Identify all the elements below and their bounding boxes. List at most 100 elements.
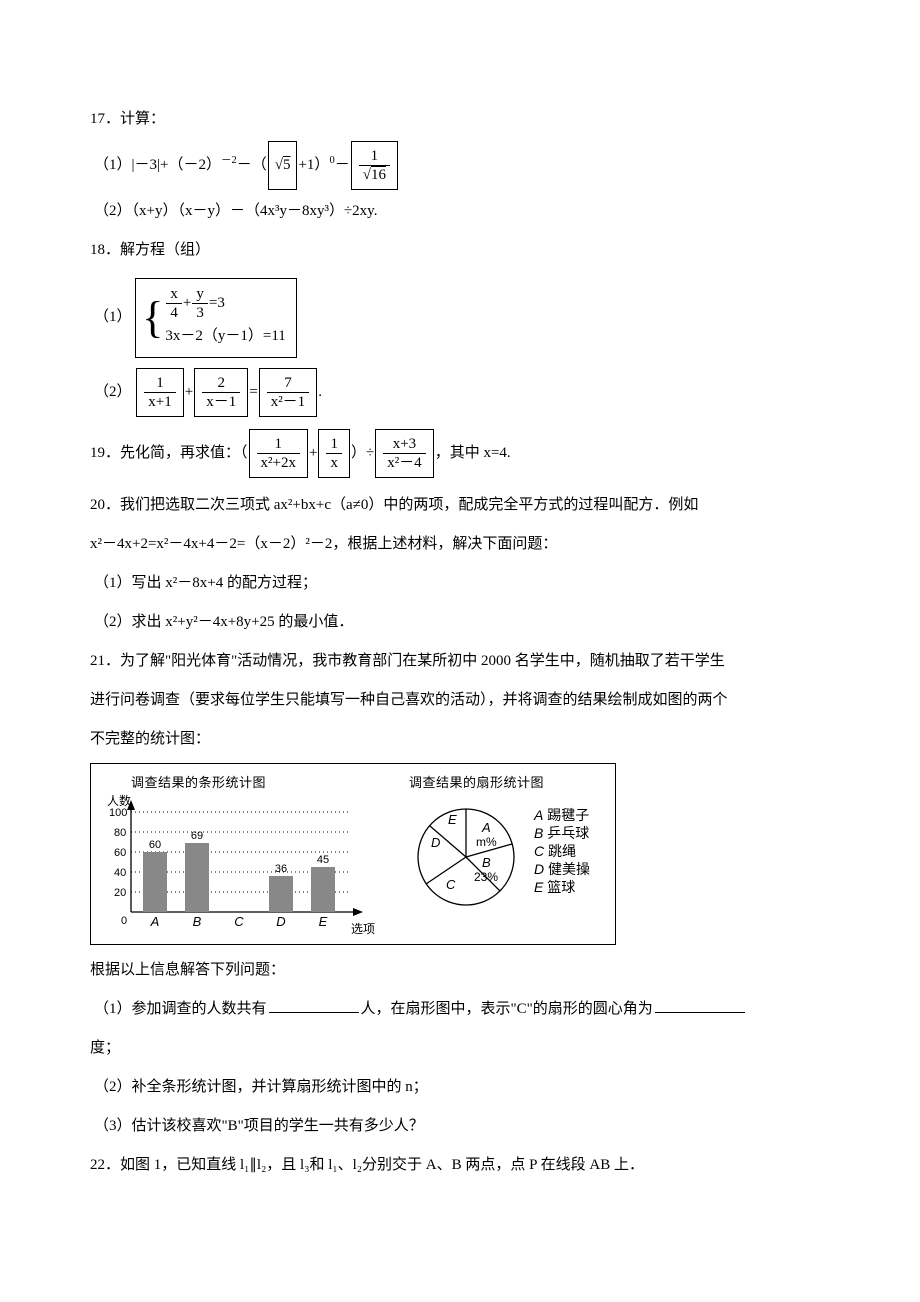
q19-f3: x+3x²－4 <box>375 429 434 478</box>
q18-system-rows: x4+y3=3 3x－2（y－1）=11 <box>165 285 285 351</box>
q21-after5: （3）估计该校喜欢"B"项目的学生一共有多少人？ <box>90 1107 830 1146</box>
bar-chart-title: 调查结果的条形统计图 <box>131 766 266 800</box>
q21-after4: （2）补全条形统计图，并计算扇形统计图中的 n； <box>90 1068 830 1107</box>
svg-text:B 乒乓球: B 乒乓球 <box>534 825 589 841</box>
q18-period: . <box>318 383 322 399</box>
svg-text:E 篮球: E 篮球 <box>534 879 575 895</box>
q17-sqrt5-box: √5 <box>268 141 298 190</box>
r1-f2-den: 3 <box>192 304 208 322</box>
q21-line1: 21．为了解"阳光体育"活动情况，我市教育部门在某所初中 2000 名学生中，随… <box>90 642 830 681</box>
q18-f3: 7x²－1 <box>259 368 318 417</box>
r1-eq: =3 <box>209 295 225 311</box>
f3d: x²－1 <box>267 393 310 411</box>
q18-p2-label: （2） <box>94 383 132 399</box>
svg-text:E: E <box>319 914 328 929</box>
q18-sys-row1: x4+y3=3 <box>165 285 285 322</box>
q17-frac-den-sqrt: 16 <box>371 167 386 183</box>
q17-frac: 1√16 <box>359 147 390 184</box>
svg-text:B: B <box>482 855 491 870</box>
svg-text:A: A <box>481 820 491 835</box>
q21-after3: 度； <box>90 1029 830 1068</box>
q17-title: 17．计算： <box>90 100 830 139</box>
q17-part1: （1）|－3|+（－2）－2－（√5+1）0－1√16 <box>90 139 830 192</box>
math-exam-page: 17．计算： （1）|－3|+（－2）－2－（√5+1）0－1√16 （2）（x… <box>0 0 920 1245</box>
q21-after2a: （1）参加调查的人数共有 <box>94 1001 267 1017</box>
blank-field-2[interactable] <box>655 998 745 1013</box>
svg-text:20: 20 <box>114 887 126 899</box>
watermark-dot: :: <box>400 688 406 714</box>
q17-frac-num: 1 <box>359 147 390 166</box>
r1-f1-den: 4 <box>166 304 182 322</box>
f1n: 1 <box>144 374 175 393</box>
f2n: 2 <box>202 374 240 393</box>
q17-p1-prefix: （1）|－3|+（－2） <box>94 157 221 173</box>
q19-f2: 1x <box>318 429 350 478</box>
bar-chart-area: 100 80 60 40 20 0 60 69 36 45 A B C <box>121 802 371 932</box>
q19-line: 19．先化简，再求值：（1x²+2x+1x）÷x+3x²－4，其中 x=4. <box>90 427 830 480</box>
q17-p1-plus1: +1） <box>298 157 329 173</box>
svg-text:D: D <box>276 914 285 929</box>
q19-f3d: x²－4 <box>383 454 426 472</box>
bar-val-d: 36 <box>275 863 287 875</box>
q19-f3n: x+3 <box>383 435 426 454</box>
x-axis-label: 选项 <box>351 914 375 945</box>
r1-f1-num: x <box>166 285 182 304</box>
svg-text:23%: 23% <box>474 870 498 884</box>
f2d: x－1 <box>202 393 240 411</box>
q17-p1-mid: －（ <box>237 157 267 173</box>
svg-text:C: C <box>234 914 244 929</box>
q19-prefix: 19．先化简，再求值：（ <box>90 444 248 460</box>
bar-val-e: 45 <box>317 854 329 866</box>
q19-f1: 1x²+2x <box>249 429 308 478</box>
q20-p2: （2）求出 x²+y²－4x+8y+25 的最小值． <box>90 603 830 642</box>
brace-icon: { <box>142 285 163 351</box>
svg-text:80: 80 <box>114 827 126 839</box>
q19-suffix: ，其中 x=4. <box>435 444 511 460</box>
svg-text:D: D <box>431 835 440 850</box>
q20-line2: x²－4x+2=x²－4x+4－2=（x－2）²－2，根据上述材料，解决下面问题… <box>90 525 830 564</box>
bar-chart-svg: 100 80 60 40 20 0 60 69 36 45 A B C <box>121 802 371 937</box>
svg-text:m%: m% <box>476 835 497 849</box>
q21-after1: 根据以上信息解答下列问题： <box>90 951 830 990</box>
q19-plus: + <box>309 444 317 460</box>
q19-mid: ）÷ <box>351 444 374 460</box>
svg-text:100: 100 <box>109 807 127 819</box>
q17-part2: （2）（x+y）（x－y）－（4x³y－8xy³）÷2xy. <box>90 192 830 231</box>
q18-p1-label: （1） <box>94 309 132 325</box>
q19-f1n: 1 <box>257 435 300 454</box>
bar-val-b: 69 <box>191 830 203 842</box>
q18-eq: = <box>249 383 257 399</box>
q18-f1: 1x+1 <box>136 368 183 417</box>
q19-f2d: x <box>326 454 342 472</box>
svg-text:A 踢毽子: A 踢毽子 <box>533 807 589 823</box>
pie-chart-svg: E A m% D B 23% C A 踢毽子 B 乒乓球 C 跳绳 D 健美操 … <box>416 792 616 932</box>
q21-line2: 进行问卷调查（要求每位学生只能填写一种自己喜欢的活动），并将调查的结果绘制成如图… <box>90 681 830 720</box>
blank-field-1[interactable] <box>269 998 359 1013</box>
pie-chart-area: E A m% D B 23% C A 踢毽子 B 乒乓球 C 跳绳 D 健美操 … <box>416 792 606 932</box>
stats-figure: 调查结果的条形统计图 调查结果的扇形统计图 人数 100 80 60 <box>90 763 616 945</box>
q20-line1: 20．我们把选取二次三项式 ax²+bx+c（a≠0）中的两项，配成完全平方式的… <box>90 486 830 525</box>
q17-frac-box: 1√16 <box>351 141 398 190</box>
q18-part2: （2） 1x+1+2x－1=7x²－1. <box>90 366 830 419</box>
svg-text:0: 0 <box>121 915 127 927</box>
q21-line3: 不完整的统计图： <box>90 720 830 759</box>
svg-text:C 跳绳: C 跳绳 <box>534 843 576 859</box>
f3n: 7 <box>267 374 310 393</box>
q18-part1: （1） { x4+y3=3 3x－2（y－1）=11 <box>90 278 830 358</box>
svg-text:C: C <box>446 877 456 892</box>
q17-frac-den: √16 <box>359 166 390 184</box>
r1-plus: + <box>183 295 191 311</box>
svg-text:D 健美操: D 健美操 <box>534 861 590 877</box>
q18-plus: + <box>185 383 193 399</box>
q18-title: 18．解方程（组） <box>90 231 830 270</box>
q22-text: 22．如图 1，已知直线 l₁∥l₂，且 l₃和 l₁、l₂分别交于 A、B 两… <box>90 1146 830 1185</box>
q18-f2: 2x－1 <box>194 368 248 417</box>
q18-sys-row2: 3x－2（y－1）=11 <box>165 322 285 351</box>
q17-p1-exp: －2 <box>221 155 237 166</box>
svg-text:60: 60 <box>114 847 126 859</box>
svg-text:E: E <box>448 812 457 827</box>
r1-f2-num: y <box>192 285 208 304</box>
q21-after2: （1）参加调查的人数共有人，在扇形图中，表示"C"的扇形的圆心角为 <box>90 990 830 1029</box>
f1d: x+1 <box>144 393 175 411</box>
q18-system-box: { x4+y3=3 3x－2（y－1）=11 <box>135 278 297 358</box>
